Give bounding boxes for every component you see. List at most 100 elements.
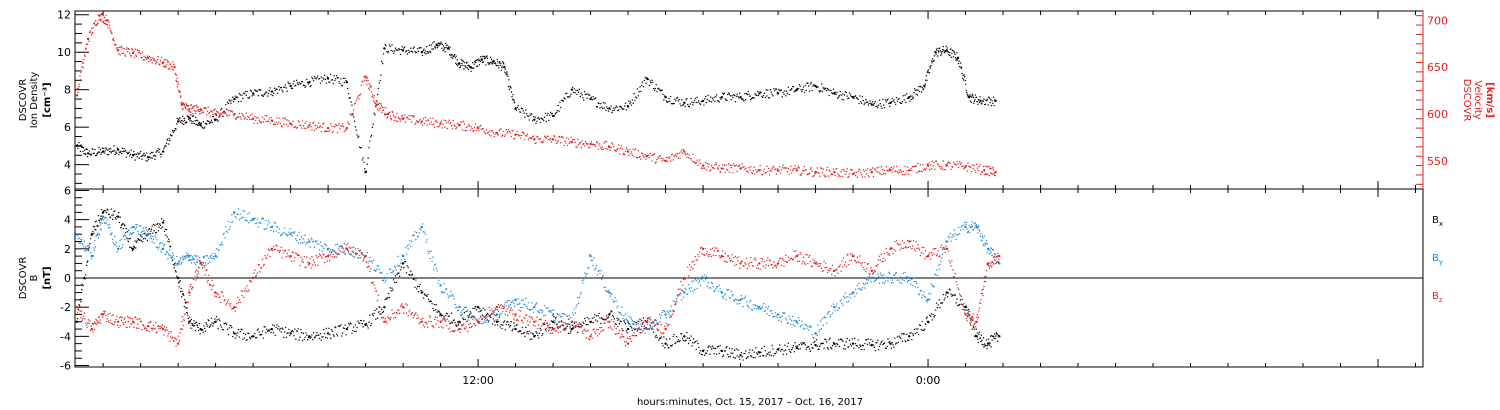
ion-density-sample — [922, 88, 925, 90]
by-sample — [886, 276, 888, 279]
bx-sample — [744, 350, 747, 352]
bx-sample — [146, 239, 149, 242]
bx-sample — [710, 348, 713, 350]
bx-sample — [945, 294, 947, 296]
bx-sample — [744, 352, 746, 355]
bx-sample — [924, 323, 927, 325]
by-sample — [187, 256, 189, 259]
velocity-sample — [956, 161, 958, 163]
by-sample — [187, 253, 190, 255]
velocity-sample — [339, 128, 341, 130]
velocity-sample — [551, 138, 553, 141]
bx-sample — [805, 348, 807, 351]
by-sample — [743, 298, 745, 300]
by-sample — [527, 301, 530, 304]
ion-density-sample — [300, 83, 302, 85]
ion-density-sample — [912, 96, 915, 99]
ion-density-sample — [447, 46, 450, 48]
bx-sample — [626, 332, 628, 334]
velocity-sample — [94, 21, 96, 23]
ion-density-sample — [138, 157, 140, 159]
ion-density-sample — [728, 93, 731, 95]
velocity-sample — [352, 109, 355, 111]
by-sample — [108, 223, 110, 226]
velocity-sample — [946, 162, 949, 165]
ion-density-sample — [270, 93, 272, 96]
ion-density-sample — [119, 151, 121, 154]
ion-density-sample — [186, 121, 188, 123]
velocity-sample — [135, 55, 138, 58]
ion-density-sample — [793, 91, 795, 93]
ion-density-sample — [591, 98, 593, 101]
ion-density-sample — [795, 90, 797, 92]
ion-density-sample — [331, 79, 334, 81]
by-sample — [425, 241, 427, 244]
velocity-sample — [640, 158, 642, 160]
bx-sample — [441, 314, 443, 316]
by-sample — [401, 254, 403, 256]
velocity-sample — [98, 19, 100, 21]
top-right-y-tick-label: 700 — [1427, 14, 1448, 27]
bx-sample — [703, 349, 705, 351]
ion-density-sample — [502, 61, 504, 63]
ion-density-sample — [824, 87, 826, 89]
bx-sample — [139, 235, 142, 237]
by-sample — [857, 288, 859, 290]
ion-density-sample — [623, 105, 626, 107]
by-sample — [867, 279, 870, 281]
ion-density-sample — [965, 83, 967, 85]
bx-sample — [468, 313, 471, 316]
bx-sample — [670, 345, 673, 347]
ion-density-sample — [754, 93, 756, 95]
bx-sample — [123, 223, 125, 226]
by-sample — [894, 274, 896, 277]
bx-sample — [78, 305, 81, 307]
velocity-sample — [674, 154, 676, 157]
by-sample — [114, 235, 116, 238]
by-sample — [971, 221, 973, 223]
by-sample — [948, 237, 951, 239]
ion-density-sample — [511, 95, 513, 98]
velocity-sample — [207, 106, 209, 108]
velocity-sample — [902, 170, 905, 173]
ion-density-sample — [159, 148, 161, 151]
ion-density-sample — [90, 153, 93, 155]
by-sample — [272, 230, 275, 233]
ion-density-sample — [106, 153, 108, 156]
velocity-sample — [329, 129, 331, 131]
ion-density-sample — [269, 87, 271, 89]
bx-sample — [963, 309, 966, 311]
velocity-sample — [765, 171, 767, 174]
by-sample — [78, 242, 80, 244]
bx-sample — [502, 324, 504, 326]
velocity-sample — [610, 147, 612, 149]
bx-sample — [983, 343, 986, 345]
bx-sample — [878, 345, 881, 348]
ion-density-sample — [613, 109, 616, 111]
ion-density-sample — [196, 124, 198, 126]
ion-density-point — [383, 47, 386, 50]
velocity-sample — [802, 170, 805, 172]
by-sample — [141, 230, 144, 232]
velocity-point — [570, 140, 574, 144]
velocity-sample — [247, 115, 249, 118]
velocity-sample — [905, 173, 907, 175]
ion-density-sample — [234, 95, 236, 97]
by-sample — [671, 309, 674, 311]
ion-density-sample — [647, 78, 650, 80]
velocity-sample — [381, 106, 384, 109]
bx-sample — [291, 329, 294, 332]
bx-sample — [809, 350, 812, 353]
bx-sample — [615, 323, 617, 326]
bx-sample — [989, 335, 992, 337]
ion-density-sample — [409, 50, 411, 52]
bx-sample — [649, 324, 651, 327]
bx-sample — [141, 236, 143, 238]
ion-density-sample — [860, 102, 863, 105]
by-sample — [716, 285, 719, 288]
by-sample — [178, 260, 181, 263]
velocity-sample — [568, 142, 570, 145]
by-sample — [371, 262, 374, 264]
velocity-sample — [137, 51, 140, 54]
by-sample — [973, 222, 975, 225]
